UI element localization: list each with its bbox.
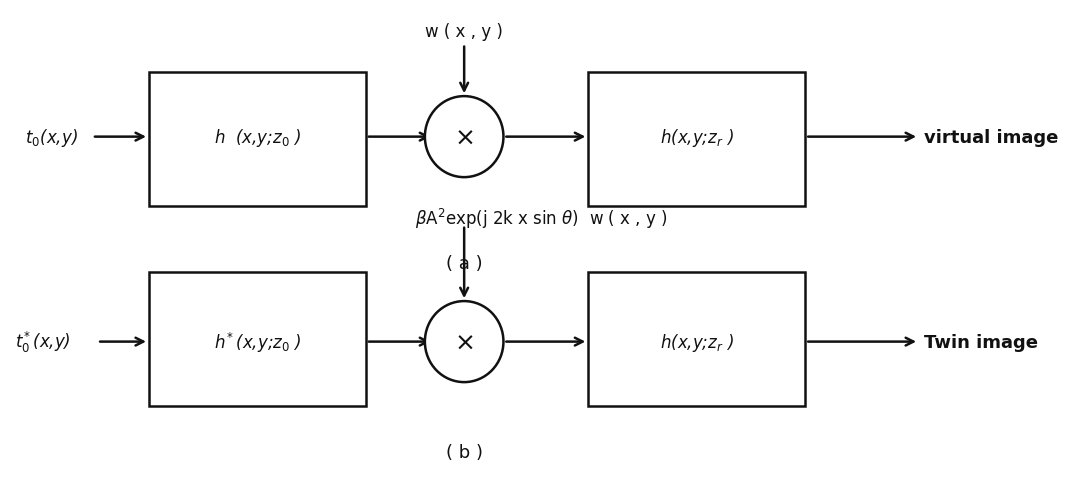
Text: ( b ): ( b ) bbox=[446, 443, 482, 461]
Text: Twin image: Twin image bbox=[925, 333, 1038, 351]
Ellipse shape bbox=[425, 97, 503, 178]
Text: h(x,y;z$_r$ ): h(x,y;z$_r$ ) bbox=[660, 126, 734, 148]
Bar bbox=[589, 273, 805, 406]
Text: ( a ): ( a ) bbox=[446, 255, 482, 273]
Text: $\beta$A$^2$exp(j 2k x sin $\theta$)  w ( x , y ): $\beta$A$^2$exp(j 2k x sin $\theta$) w (… bbox=[415, 206, 668, 230]
Text: w ( x , y ): w ( x , y ) bbox=[425, 23, 503, 41]
Bar bbox=[149, 73, 366, 206]
Text: h(x,y;z$_r$ ): h(x,y;z$_r$ ) bbox=[660, 331, 734, 353]
Text: h  (x,y;z$_0$ ): h (x,y;z$_0$ ) bbox=[214, 126, 301, 148]
Bar bbox=[149, 273, 366, 406]
Bar bbox=[589, 73, 805, 206]
Ellipse shape bbox=[425, 302, 503, 382]
Text: t$_0$(x,y): t$_0$(x,y) bbox=[25, 126, 78, 148]
Text: $\times$: $\times$ bbox=[454, 125, 474, 150]
Text: h$^*$(x,y;z$_0$ ): h$^*$(x,y;z$_0$ ) bbox=[214, 330, 301, 354]
Text: t$_0^*$(x,y): t$_0^*$(x,y) bbox=[14, 330, 70, 354]
Text: $\times$: $\times$ bbox=[454, 330, 474, 354]
Text: virtual image: virtual image bbox=[925, 128, 1059, 146]
